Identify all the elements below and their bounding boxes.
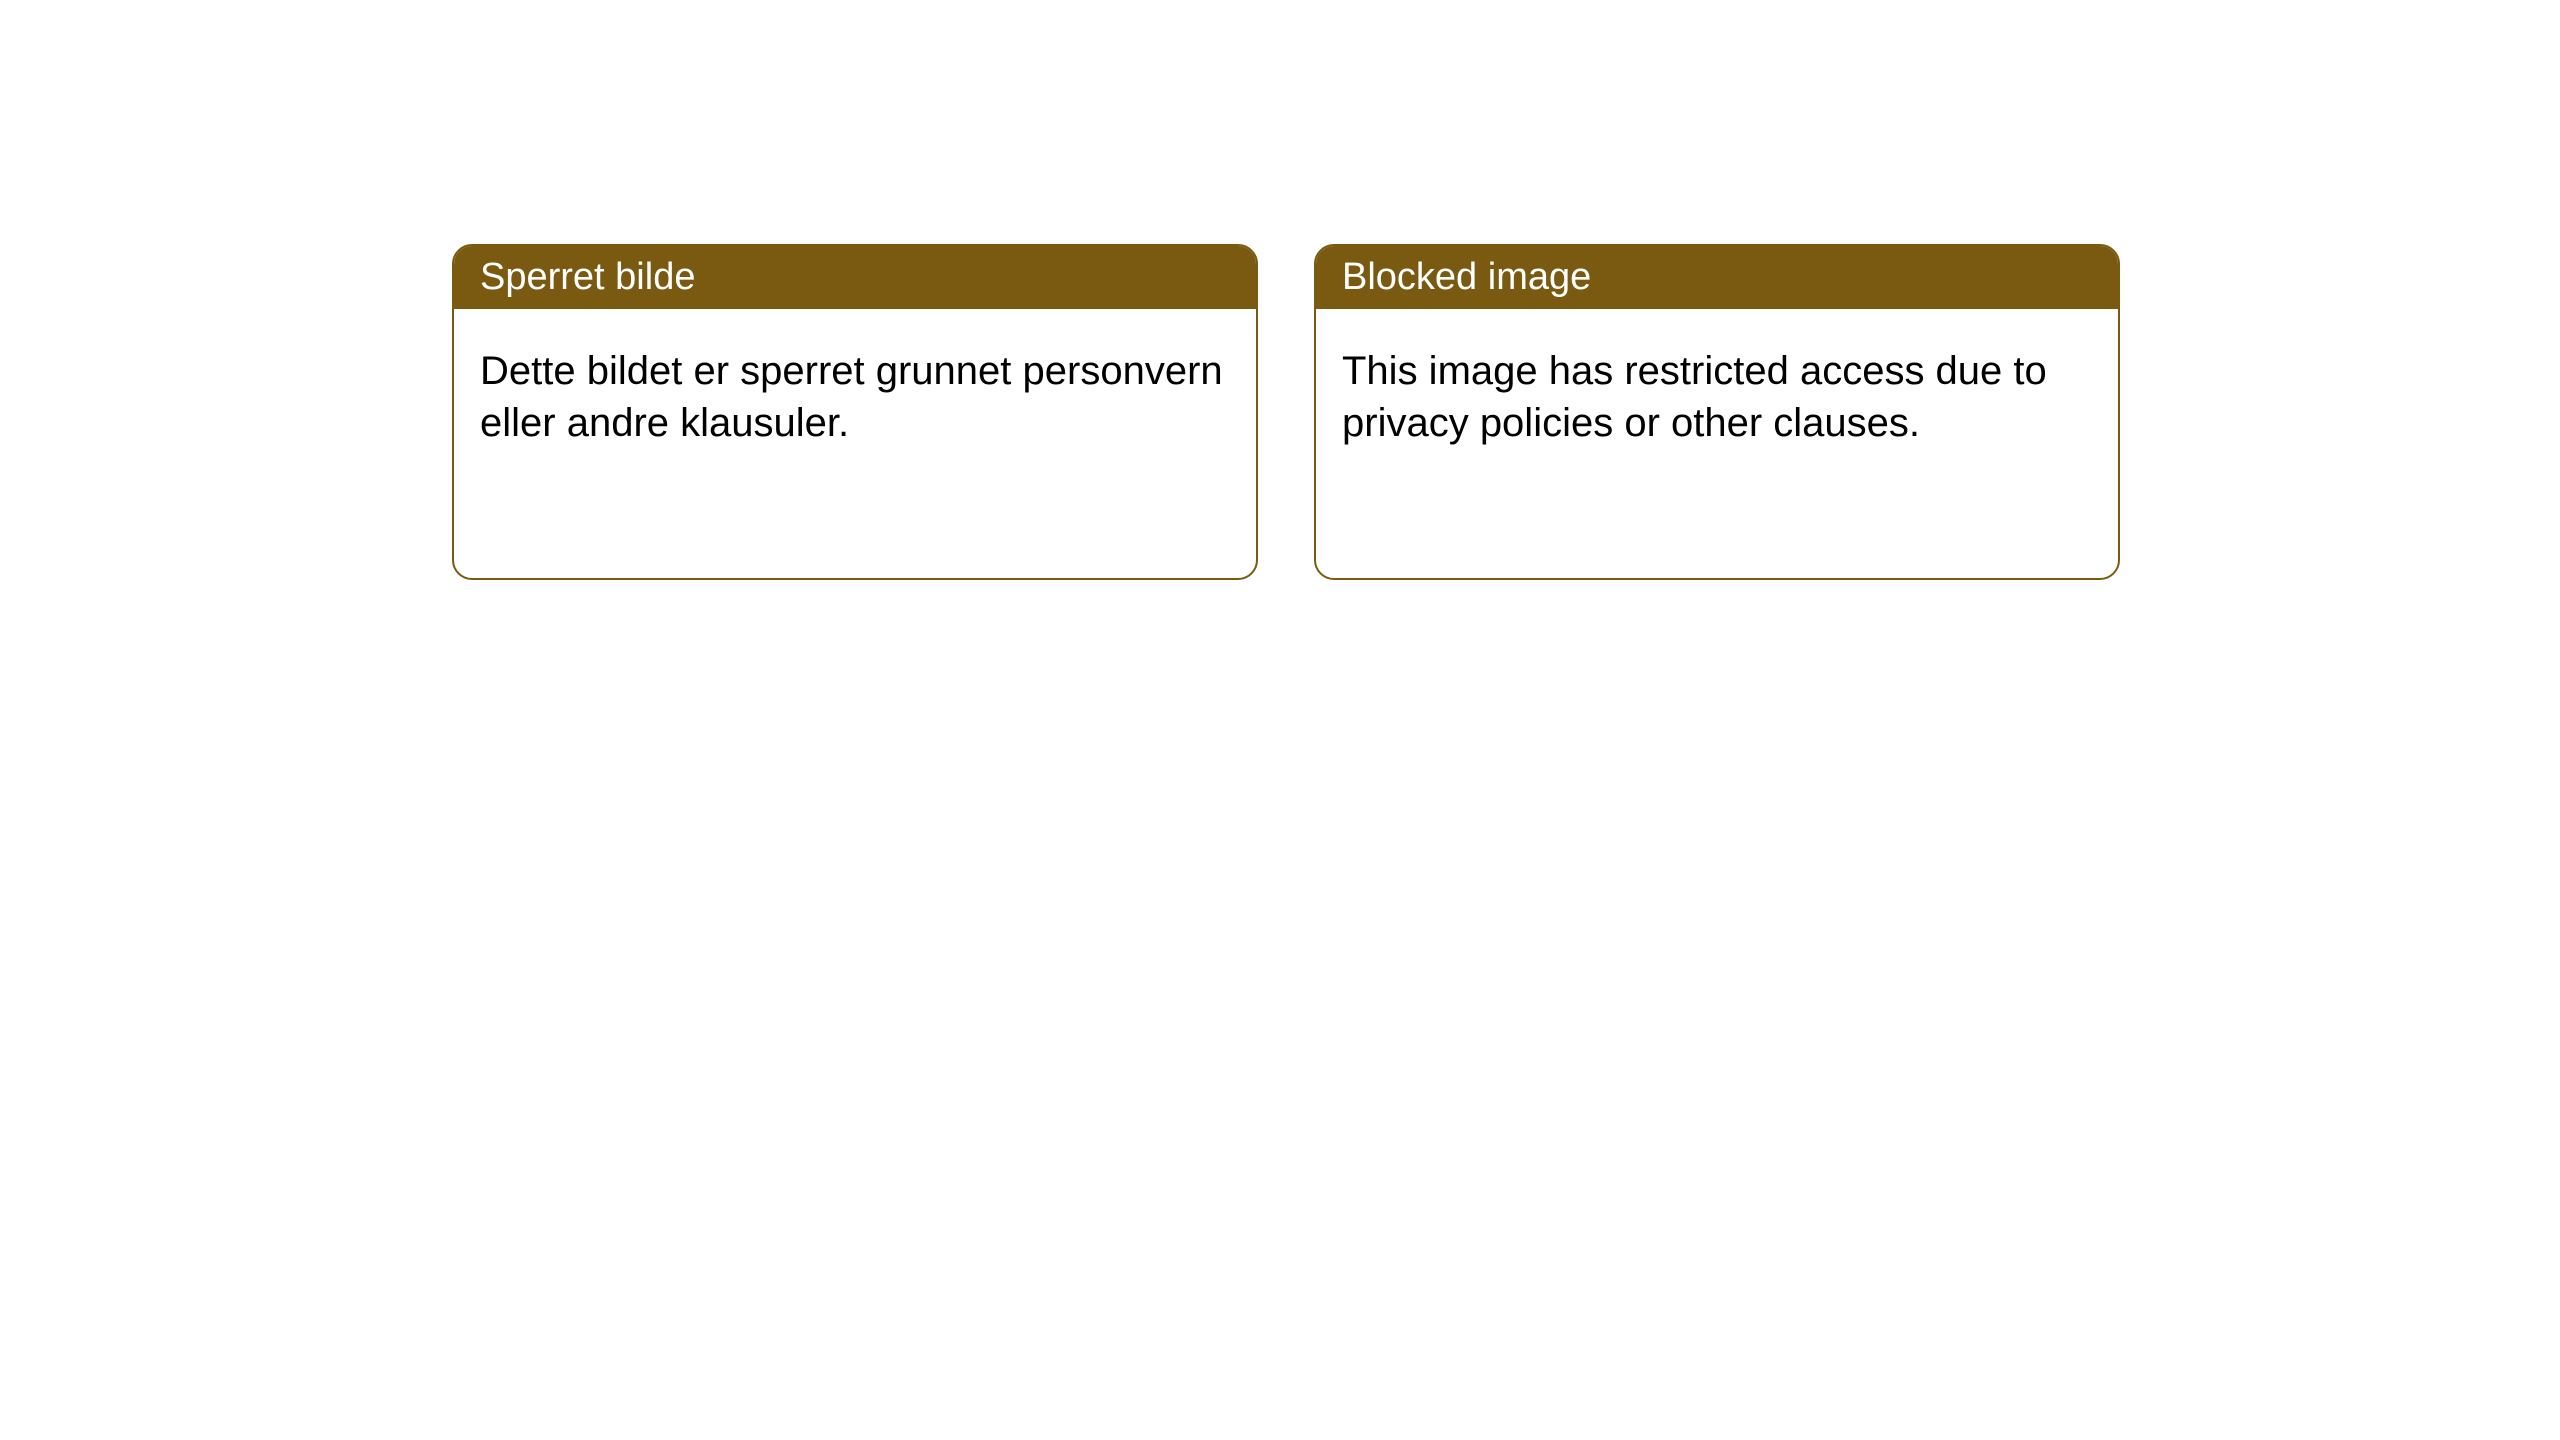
notice-body: This image has restricted access due to …: [1316, 309, 2118, 485]
notice-container: Sperret bilde Dette bildet er sperret gr…: [0, 0, 2560, 580]
notice-title: Sperret bilde: [480, 256, 695, 298]
notice-card-norwegian: Sperret bilde Dette bildet er sperret gr…: [452, 244, 1258, 580]
notice-header: Sperret bilde: [454, 246, 1256, 309]
notice-title: Blocked image: [1342, 256, 1591, 298]
notice-message: Dette bildet er sperret grunnet personve…: [480, 349, 1223, 445]
notice-card-english: Blocked image This image has restricted …: [1314, 244, 2120, 580]
notice-header: Blocked image: [1316, 246, 2118, 309]
notice-message: This image has restricted access due to …: [1342, 349, 2047, 445]
notice-body: Dette bildet er sperret grunnet personve…: [454, 309, 1256, 485]
